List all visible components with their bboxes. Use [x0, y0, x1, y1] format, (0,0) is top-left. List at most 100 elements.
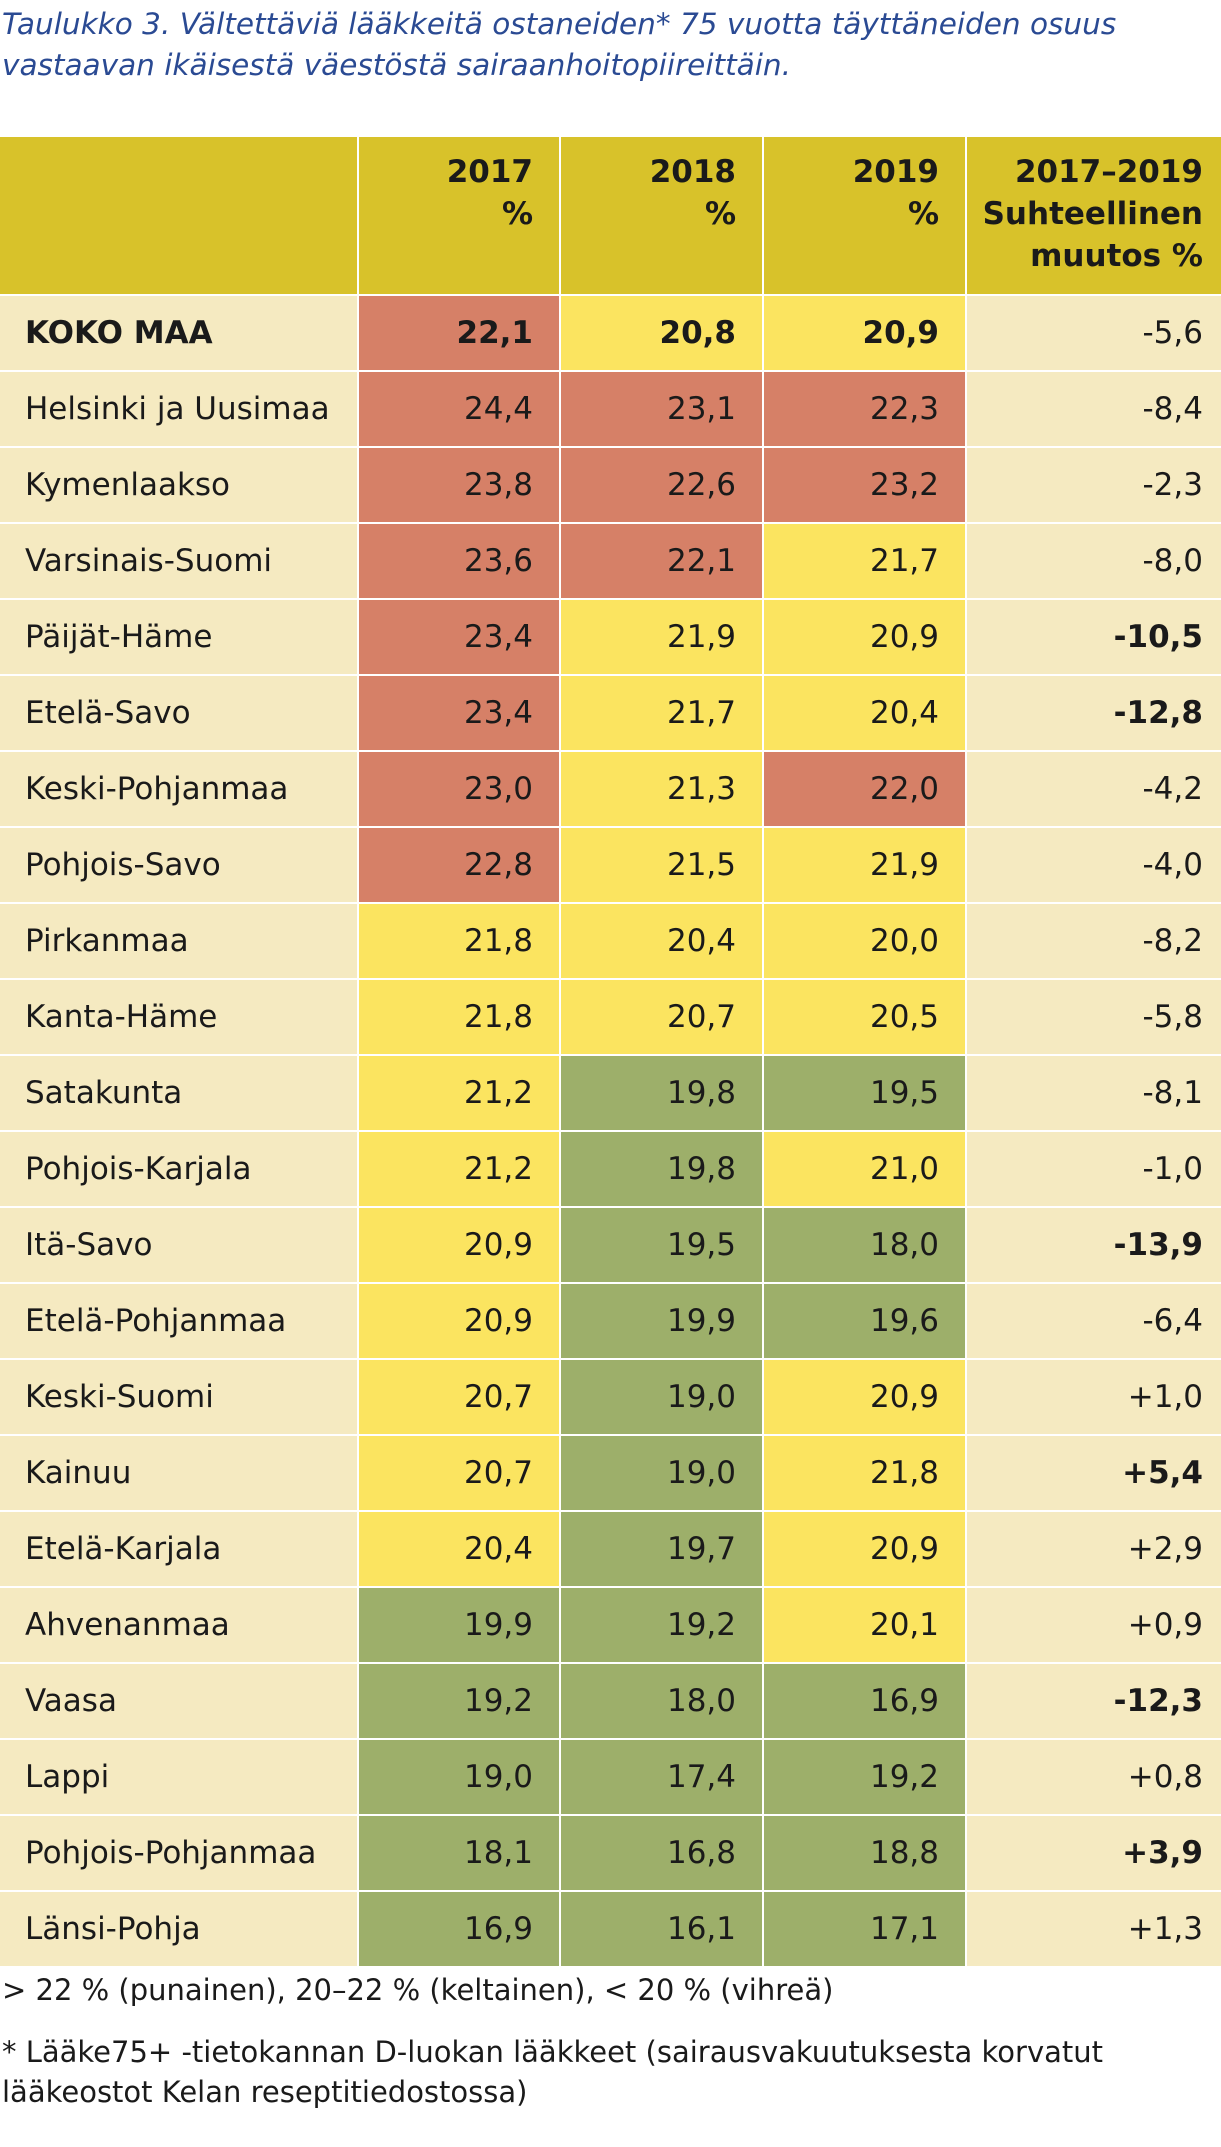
value-2019-cell: 22,3	[764, 372, 965, 446]
row-region-name: Kanta-Häme	[0, 980, 357, 1054]
header-2017-unit: %	[501, 196, 533, 232]
row-region-name: Kainuu	[0, 1436, 357, 1510]
row-region-name: Keski-Pohjanmaa	[0, 752, 357, 826]
value-2018-cell: 19,5	[561, 1208, 762, 1282]
relative-change-cell: +1,0	[967, 1360, 1221, 1434]
value-2018-cell: 21,7	[561, 676, 762, 750]
row-region-name: Vaasa	[0, 1664, 357, 1738]
value-2017-cell: 22,8	[359, 828, 559, 902]
caption-line-2: vastaavan ikäisestä väestöstä sairaanhoi…	[2, 48, 792, 82]
relative-change-cell: -12,3	[967, 1664, 1221, 1738]
row-region-name: Helsinki ja Uusimaa	[0, 372, 357, 446]
value-2018-cell: 21,3	[561, 752, 762, 826]
value-2018-cell: 19,8	[561, 1056, 762, 1130]
row-region-name: Päijät-Häme	[0, 600, 357, 674]
data-table: 2017 % 2018 % 2019 % 2017–2019 Suhteelli…	[0, 137, 1221, 1966]
value-2018-cell: 22,1	[561, 524, 762, 598]
value-2019-cell: 20,5	[764, 980, 965, 1054]
footnote-line-2: lääkeostot Kelan reseptitiedostossa)	[2, 2075, 528, 2109]
relative-change-cell: -8,4	[967, 372, 1221, 446]
value-2017-cell: 23,4	[359, 676, 559, 750]
value-2019-cell: 19,6	[764, 1284, 965, 1358]
value-2019-cell: 23,2	[764, 448, 965, 522]
row-region-name: Ahvenanmaa	[0, 1588, 357, 1662]
row-region-name: KOKO MAA	[0, 296, 357, 370]
value-2017-cell: 20,7	[359, 1436, 559, 1510]
value-2018-cell: 22,6	[561, 448, 762, 522]
value-2017-cell: 23,6	[359, 524, 559, 598]
header-2019-year: 2019	[852, 154, 939, 190]
value-2017-cell: 20,9	[359, 1284, 559, 1358]
value-2019-cell: 22,0	[764, 752, 965, 826]
value-2019-cell: 18,8	[764, 1816, 965, 1890]
value-2018-cell: 21,9	[561, 600, 762, 674]
row-region-name: Lappi	[0, 1740, 357, 1814]
row-region-name: Pohjois-Karjala	[0, 1132, 357, 1206]
row-region-name: Etelä-Savo	[0, 676, 357, 750]
value-2018-cell: 21,5	[561, 828, 762, 902]
value-2019-cell: 17,1	[764, 1892, 965, 1966]
value-2019-cell: 19,2	[764, 1740, 965, 1814]
relative-change-cell: -8,2	[967, 904, 1221, 978]
relative-change-cell: +0,8	[967, 1740, 1221, 1814]
value-2018-cell: 19,2	[561, 1588, 762, 1662]
relative-change-cell: +5,4	[967, 1436, 1221, 1510]
value-2017-cell: 23,8	[359, 448, 559, 522]
value-2019-cell: 21,8	[764, 1436, 965, 1510]
value-2017-cell: 16,9	[359, 1892, 559, 1966]
relative-change-cell: -6,4	[967, 1284, 1221, 1358]
row-region-name: Satakunta	[0, 1056, 357, 1130]
relative-change-cell: +2,9	[967, 1512, 1221, 1586]
header-2019-unit: %	[907, 196, 939, 232]
relative-change-cell: -13,9	[967, 1208, 1221, 1282]
value-2018-cell: 20,4	[561, 904, 762, 978]
value-2017-cell: 18,1	[359, 1816, 559, 1890]
footnote-line-1: * Lääke75+ -tietokannan D-luokan lääkkee…	[2, 2035, 1103, 2069]
relative-change-cell: -4,0	[967, 828, 1221, 902]
value-2017-cell: 21,2	[359, 1132, 559, 1206]
value-2018-cell: 19,0	[561, 1360, 762, 1434]
value-2017-cell: 20,7	[359, 1360, 559, 1434]
value-2017-cell: 21,8	[359, 980, 559, 1054]
value-2019-cell: 20,9	[764, 296, 965, 370]
row-region-name: Etelä-Karjala	[0, 1512, 357, 1586]
relative-change-cell: +3,9	[967, 1816, 1221, 1890]
color-legend-note: > 22 % (punainen), 20–22 % (keltainen), …	[2, 1973, 834, 2007]
header-2018-unit: %	[704, 196, 736, 232]
footnote: * Lääke75+ -tietokannan D-luokan lääkkee…	[2, 2032, 1217, 2112]
table-caption: Taulukko 3. Vältettäviä lääkkeitä ostane…	[2, 4, 1202, 86]
value-2018-cell: 16,8	[561, 1816, 762, 1890]
row-region-name: Keski-Suomi	[0, 1360, 357, 1434]
header-2017: 2017 %	[359, 137, 559, 294]
header-2019: 2019 %	[764, 137, 965, 294]
header-2018-year: 2018	[649, 154, 736, 190]
value-2018-cell: 19,7	[561, 1512, 762, 1586]
value-2019-cell: 16,9	[764, 1664, 965, 1738]
value-2017-cell: 21,8	[359, 904, 559, 978]
value-2017-cell: 21,2	[359, 1056, 559, 1130]
row-region-name: Kymenlaakso	[0, 448, 357, 522]
header-change: 2017–2019 Suhteellinen muutos %	[967, 137, 1221, 294]
value-2019-cell: 20,9	[764, 600, 965, 674]
row-region-name: Itä-Savo	[0, 1208, 357, 1282]
caption-line-1: Taulukko 3. Vältettäviä lääkkeitä ostane…	[2, 7, 1117, 41]
row-region-name: Varsinais-Suomi	[0, 524, 357, 598]
value-2019-cell: 20,0	[764, 904, 965, 978]
value-2019-cell: 21,9	[764, 828, 965, 902]
row-region-name: Länsi-Pohja	[0, 1892, 357, 1966]
header-2017-year: 2017	[446, 154, 533, 190]
value-2018-cell: 19,8	[561, 1132, 762, 1206]
value-2017-cell: 22,1	[359, 296, 559, 370]
value-2019-cell: 20,1	[764, 1588, 965, 1662]
relative-change-cell: -2,3	[967, 448, 1221, 522]
value-2017-cell: 23,4	[359, 600, 559, 674]
header-region	[0, 137, 357, 294]
value-2018-cell: 19,0	[561, 1436, 762, 1510]
value-2019-cell: 20,4	[764, 676, 965, 750]
table-notes: > 22 % (punainen), 20–22 % (keltainen), …	[2, 1970, 1217, 2112]
value-2019-cell: 20,9	[764, 1512, 965, 1586]
relative-change-cell: -4,2	[967, 752, 1221, 826]
value-2017-cell: 24,4	[359, 372, 559, 446]
row-region-name: Pohjois-Savo	[0, 828, 357, 902]
relative-change-cell: -8,0	[967, 524, 1221, 598]
